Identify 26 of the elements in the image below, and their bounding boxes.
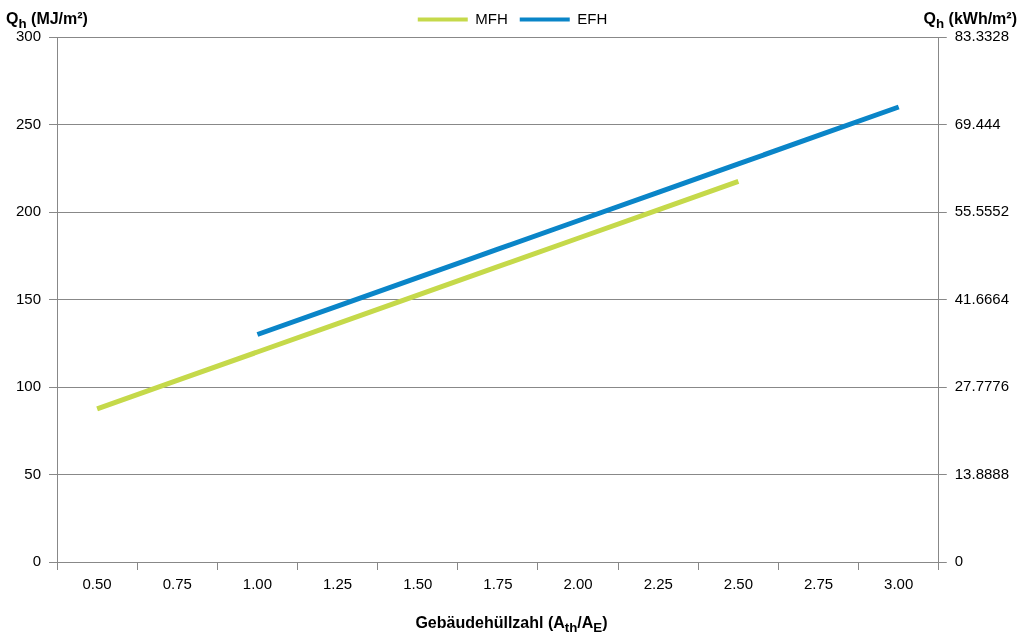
y-tick-label: 0 (32, 552, 42, 570)
y-tick-label: 250 (16, 114, 42, 132)
x-tick-label: 1.50 (403, 575, 433, 593)
y2-tick-label: 0 (954, 552, 964, 570)
x-tick-label: 1.25 (322, 575, 353, 593)
y2-tick-label: 27.7776 (954, 377, 1010, 395)
x-axis-title: Gebäudehüllzahl (A$_{th}$/A$_{E}$) (414, 614, 609, 636)
x-tick-label: 2.00 (563, 575, 593, 593)
y2-tick-label: 69.444 (954, 114, 1001, 132)
x-tick-label: 1.75 (483, 575, 513, 593)
x-tick-label: 1.00 (242, 575, 273, 593)
x-tick-label: 0.75 (162, 575, 192, 593)
legend-label: EFH (577, 9, 608, 27)
y-tick-label: 50 (24, 464, 42, 482)
x-tick-label: 0.50 (82, 575, 112, 593)
y-tick-label: 200 (16, 202, 42, 220)
x-tick-label: 2.25 (643, 575, 673, 593)
y2-tick-label: 55.5552 (954, 202, 1010, 220)
y-tick-label: 150 (16, 289, 42, 307)
y2-tick-label: 41.6664 (954, 289, 1010, 307)
x-tick-label: 3.00 (884, 575, 914, 593)
legend-label: MFH (475, 9, 508, 27)
y-tick-label: 100 (16, 377, 42, 395)
x-tick-label: 2.75 (803, 575, 834, 593)
x-tick-label: 2.50 (723, 575, 753, 593)
y2-tick-label: 13.8888 (954, 464, 1010, 482)
